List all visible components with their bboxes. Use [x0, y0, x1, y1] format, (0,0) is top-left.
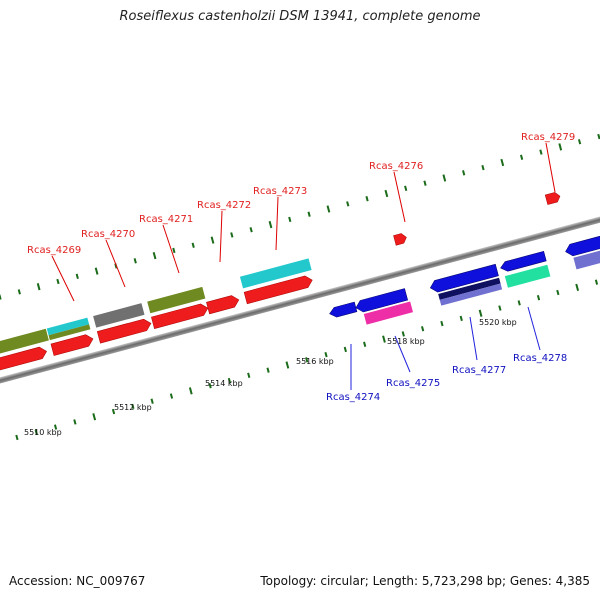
- sequence-backbone: [0, 188, 600, 412]
- gene-arrow-forward[interactable]: [544, 191, 561, 205]
- gene-arrow-forward[interactable]: [96, 318, 152, 344]
- feature-block-grey: [93, 303, 145, 328]
- gene-label[interactable]: Rcas_4276: [369, 161, 423, 172]
- feature-block-cyan: [239, 258, 312, 289]
- reverse-strand-features: [328, 229, 600, 325]
- map-title: Roseiflexus castenholzii DSM 13941, comp…: [119, 9, 481, 24]
- feature-block-lavender: [573, 243, 600, 270]
- feature-block-lavender: [439, 283, 503, 306]
- gene-arrow-reverse[interactable]: [354, 288, 409, 314]
- feature-block-navy: [438, 277, 501, 300]
- label-leader-lines: [51, 142, 556, 390]
- tick-label: 5512 kbp: [114, 403, 152, 412]
- gene-arrow-reverse[interactable]: [499, 250, 547, 273]
- gene-arrow-reverse[interactable]: [564, 229, 600, 257]
- feature-block-mint: [504, 264, 551, 288]
- tick-label: 5514 kbp: [205, 379, 243, 388]
- gene-arrow-reverse[interactable]: [429, 263, 499, 293]
- feature-block-olive: [0, 328, 49, 356]
- gene-label[interactable]: Rcas_4278: [513, 353, 567, 364]
- gene-label[interactable]: Rcas_4279: [521, 132, 575, 143]
- genome-summary-text: Topology: circular; Length: 5,723,298 bp…: [260, 574, 590, 588]
- gene-label[interactable]: Rcas_4274: [326, 392, 380, 403]
- tick-row-top: [0, 133, 600, 300]
- gene-label[interactable]: Rcas_4269: [27, 245, 81, 256]
- gene-label[interactable]: Rcas_4272: [197, 200, 251, 211]
- tick-label: 5510 kbp: [24, 428, 62, 437]
- gene-arrow-reverse[interactable]: [328, 301, 358, 319]
- gene-labels: Rcas_4269 Rcas_4270 Rcas_4271 Rcas_4272 …: [27, 132, 575, 403]
- gene-arrow-forward[interactable]: [50, 333, 95, 356]
- feature-block-cyan: [46, 317, 90, 336]
- feature-block-magenta: [363, 301, 413, 325]
- feature-block-olive: [147, 286, 206, 314]
- tick-label: 5516 kbp: [296, 357, 334, 366]
- tick-label: 5520 kbp: [479, 318, 517, 327]
- gene-label[interactable]: Rcas_4271: [139, 214, 193, 225]
- accession-text: Accession: NC_009767: [9, 574, 146, 588]
- gene-label[interactable]: Rcas_4275: [386, 378, 440, 389]
- tick-labels: 5510 kbp 5512 kbp 5514 kbp 5516 kbp 5518…: [24, 318, 517, 437]
- gene-arrow-forward[interactable]: [393, 232, 408, 246]
- gene-arrow-forward[interactable]: [0, 346, 48, 371]
- gene-arrow-forward[interactable]: [206, 294, 240, 315]
- tick-label: 5518 kbp: [387, 337, 425, 346]
- gene-arrow-forward[interactable]: [243, 274, 314, 305]
- sequence-track: [0, 133, 600, 441]
- gene-arrow-forward[interactable]: [151, 302, 209, 329]
- gene-label[interactable]: Rcas_4270: [81, 229, 135, 240]
- gene-label[interactable]: Rcas_4273: [253, 186, 307, 197]
- feature-block-olive: [48, 324, 91, 341]
- forward-strand-features: [0, 191, 561, 371]
- gene-label[interactable]: Rcas_4277: [452, 365, 506, 376]
- tick-row-bottom: [15, 279, 599, 441]
